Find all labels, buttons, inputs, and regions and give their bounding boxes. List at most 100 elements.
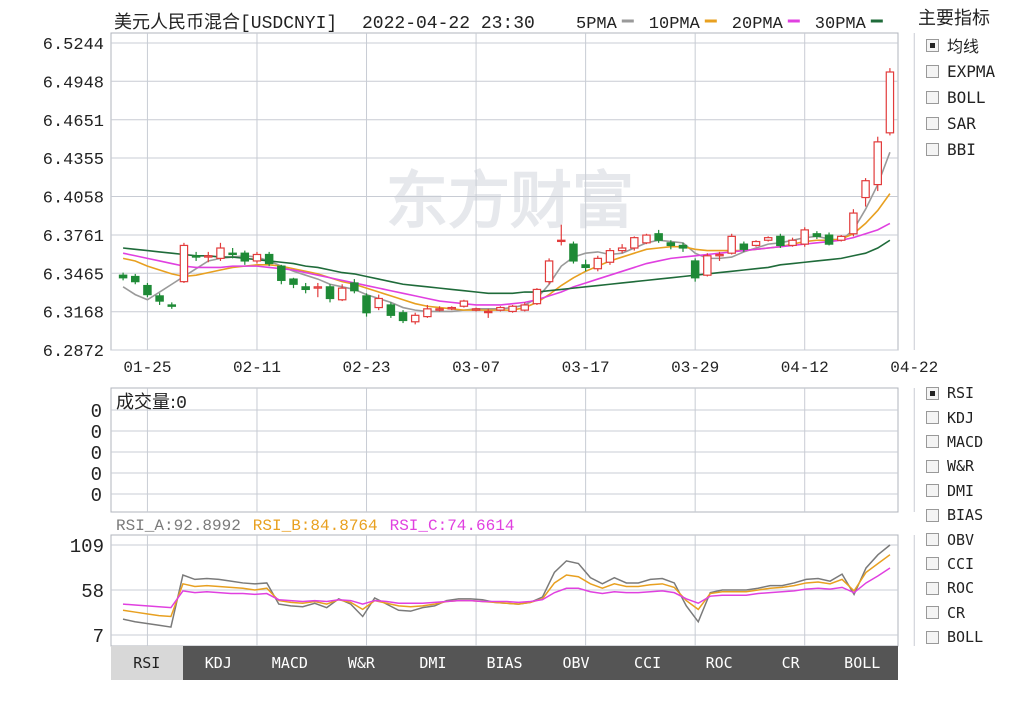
rsi-series-line bbox=[122, 554, 891, 618]
indicator-option-[interactable]: 均线 bbox=[912, 32, 1024, 58]
checkbox-icon[interactable] bbox=[926, 459, 939, 473]
tab-roc[interactable]: ROC bbox=[705, 654, 733, 672]
checkbox-icon[interactable] bbox=[926, 581, 939, 595]
candle bbox=[277, 264, 286, 285]
indicator-option-dmi[interactable]: DMI bbox=[912, 479, 1024, 503]
indicator-option-wr[interactable]: W&R bbox=[912, 454, 1024, 478]
price-y-tick-label: 6.3761 bbox=[43, 228, 104, 247]
candle bbox=[374, 294, 383, 311]
candle-body bbox=[131, 275, 140, 283]
indicator-option-label: BBI bbox=[947, 139, 976, 159]
indicator-option-sar[interactable]: SAR bbox=[912, 110, 1024, 136]
indicator-option-roc[interactable]: ROC bbox=[912, 576, 1024, 600]
checkbox-icon[interactable] bbox=[926, 508, 939, 522]
candle-body bbox=[386, 304, 396, 316]
date-tick-labels: 01-25 02-11 02-23 03-07 03-17 03-29 04-12 04-22 bbox=[123, 359, 938, 377]
indicator-option-kdj[interactable]: KDJ bbox=[912, 405, 1024, 429]
checkbox-icon[interactable] bbox=[926, 116, 939, 130]
candle bbox=[179, 242, 189, 283]
indicator-option-bias[interactable]: BIAS bbox=[912, 503, 1024, 527]
candle bbox=[167, 302, 177, 309]
tab-dmi[interactable]: DMI bbox=[419, 654, 447, 672]
checkbox-icon[interactable] bbox=[926, 142, 939, 156]
price-y-tick-labels: 6.5244 6.4948 6.4651 6.4355 6.4058 6.3761 6.34… bbox=[43, 36, 104, 362]
tab-cci[interactable]: CCI bbox=[634, 654, 662, 672]
checkbox-icon[interactable] bbox=[926, 90, 939, 104]
tab-wr[interactable]: W&R bbox=[347, 654, 375, 672]
candle-body bbox=[751, 240, 761, 247]
checkbox-icon[interactable] bbox=[926, 606, 939, 620]
candle bbox=[410, 312, 420, 325]
candle bbox=[654, 229, 663, 243]
candle-body bbox=[703, 255, 712, 276]
tab-macd[interactable]: MACD bbox=[271, 654, 308, 672]
candle bbox=[289, 277, 298, 289]
candle bbox=[849, 209, 858, 237]
ma-legend-label: 20PMA bbox=[732, 15, 784, 34]
price-grid bbox=[111, 33, 915, 351]
candle bbox=[800, 227, 809, 247]
candle-body bbox=[849, 212, 858, 235]
checkbox-icon[interactable] bbox=[926, 484, 939, 498]
candle bbox=[569, 241, 578, 264]
candle-body bbox=[423, 308, 432, 318]
indicator-option-label: W&R bbox=[947, 457, 975, 476]
main-indicator-list: 均线 EXPMA BOLL SAR BBI bbox=[912, 32, 1024, 162]
indicator-option-expma[interactable]: EXPMA bbox=[912, 58, 1024, 84]
checkbox-icon[interactable] bbox=[926, 411, 939, 425]
price-y-tick-label: 6.5244 bbox=[43, 36, 104, 55]
indicator-tab-bar: RSI KDJ MACD W&R DMI BIAS OBV CCI ROC CR BOLL bbox=[111, 646, 898, 680]
indicator-option-boll[interactable]: BOLL bbox=[912, 625, 1024, 649]
indicator-option-obv[interactable]: OBV bbox=[912, 527, 1024, 551]
candle-body bbox=[459, 300, 469, 307]
moving-average-lines bbox=[122, 151, 891, 313]
checkbox-icon[interactable] bbox=[926, 64, 939, 78]
candle bbox=[447, 306, 456, 311]
candle bbox=[642, 233, 651, 245]
tab-kdj[interactable]: KDJ bbox=[204, 654, 232, 672]
indicator-option-macd[interactable]: MACD bbox=[912, 430, 1024, 454]
candle-body bbox=[289, 278, 298, 285]
checkbox-icon[interactable] bbox=[926, 533, 939, 547]
indicator-option-label: BIAS bbox=[947, 506, 984, 525]
candle bbox=[228, 248, 237, 259]
candle-body bbox=[690, 260, 700, 279]
candle-body bbox=[520, 304, 530, 311]
ma-legend-label: 5PMA bbox=[576, 15, 618, 34]
price-y-tick-label: 6.4651 bbox=[43, 113, 104, 132]
tab-bias[interactable]: BIAS bbox=[486, 654, 523, 672]
candle-body bbox=[508, 305, 517, 313]
indicator-option-cr[interactable]: CR bbox=[912, 601, 1024, 625]
watermark: 东方财富 bbox=[386, 164, 634, 237]
indicator-option-boll[interactable]: BOLL bbox=[912, 84, 1024, 110]
tab-boll[interactable]: BOLL bbox=[844, 654, 881, 672]
candle-body bbox=[471, 308, 481, 311]
candle bbox=[131, 273, 140, 285]
candle-body bbox=[301, 286, 310, 291]
checkbox-icon[interactable] bbox=[926, 386, 939, 400]
candle-body bbox=[313, 286, 323, 289]
candle-body bbox=[398, 312, 408, 322]
tab-rsi[interactable]: RSI bbox=[111, 646, 183, 680]
candle bbox=[605, 248, 615, 265]
checkbox-icon[interactable] bbox=[926, 435, 939, 449]
ma30-line bbox=[123, 239, 891, 295]
tab-cr[interactable]: CR bbox=[781, 654, 800, 672]
date-tick-label: 04-12 bbox=[781, 359, 829, 377]
indicator-option-cci[interactable]: CCI bbox=[912, 552, 1024, 576]
chart-title: 美元人民币混合[USDCNYI] bbox=[114, 12, 337, 34]
candle bbox=[508, 304, 517, 313]
candle bbox=[216, 242, 225, 261]
checkbox-icon[interactable] bbox=[926, 38, 939, 52]
ma5-line bbox=[122, 151, 891, 313]
candle bbox=[557, 224, 566, 246]
tab-obv[interactable]: OBV bbox=[562, 654, 590, 672]
checkbox-icon[interactable] bbox=[926, 557, 939, 571]
date-tick-label: 02-23 bbox=[343, 359, 391, 377]
checkbox-icon[interactable] bbox=[926, 630, 939, 644]
indicator-option-bbi[interactable]: BBI bbox=[912, 136, 1024, 162]
candle-body bbox=[678, 244, 688, 249]
indicator-option-rsi[interactable]: RSI bbox=[912, 381, 1024, 405]
candle bbox=[337, 284, 347, 302]
indicator-option-label: RSI bbox=[947, 384, 975, 403]
